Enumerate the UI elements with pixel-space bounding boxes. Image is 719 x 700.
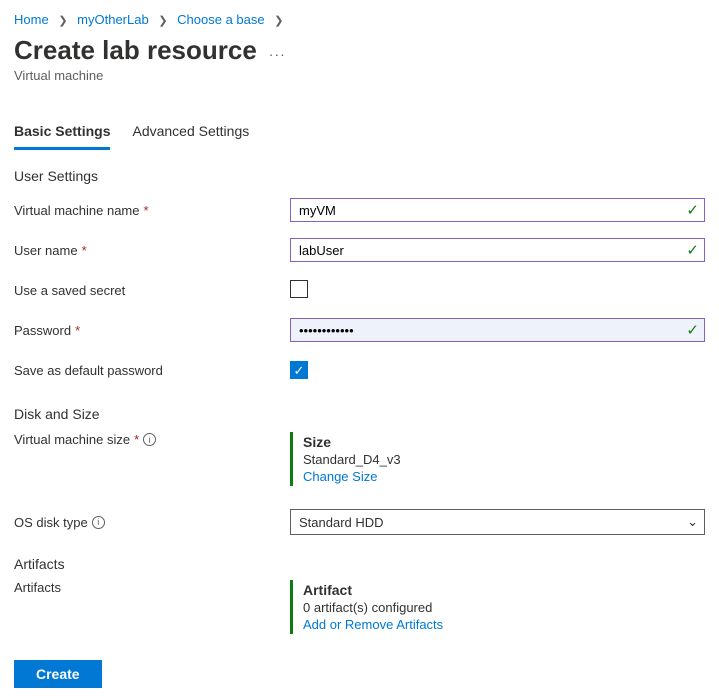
page-title: Create lab resource <box>14 35 257 66</box>
section-user-settings: User Settings <box>14 168 705 184</box>
breadcrumb-choose-base[interactable]: Choose a base <box>177 12 264 27</box>
password-input[interactable] <box>290 318 705 342</box>
vm-size-value: Standard_D4_v3 <box>303 452 705 467</box>
use-saved-secret-checkbox[interactable] <box>290 280 308 298</box>
chevron-icon: ❯ <box>274 15 283 27</box>
vm-size-card: Size Standard_D4_v3 Change Size <box>290 432 705 486</box>
artifacts-title: Artifact <box>303 582 705 598</box>
info-icon[interactable]: i <box>143 433 156 446</box>
tab-basic-settings[interactable]: Basic Settings <box>14 117 110 150</box>
add-remove-artifacts-link[interactable]: Add or Remove Artifacts <box>303 617 705 632</box>
artifacts-card: Artifact 0 artifact(s) configured Add or… <box>290 580 705 634</box>
label-use-saved-secret: Use a saved secret <box>14 283 125 298</box>
vm-size-title: Size <box>303 434 705 450</box>
chevron-icon: ❯ <box>58 15 67 27</box>
label-password: Password <box>14 323 71 338</box>
os-disk-type-value: Standard HDD <box>299 515 384 530</box>
chevron-icon: ❯ <box>158 15 167 27</box>
more-actions-icon[interactable]: ··· <box>269 46 286 62</box>
vm-name-input[interactable] <box>290 198 705 222</box>
breadcrumb-home[interactable]: Home <box>14 12 49 27</box>
label-save-default-password: Save as default password <box>14 363 163 378</box>
label-os-disk-type: OS disk type <box>14 515 88 530</box>
breadcrumb: Home ❯ myOtherLab ❯ Choose a base ❯ <box>14 12 705 27</box>
os-disk-type-select[interactable]: Standard HDD ⌄ <box>290 509 705 535</box>
tabs: Basic Settings Advanced Settings <box>14 117 705 150</box>
change-size-link[interactable]: Change Size <box>303 469 705 484</box>
info-icon[interactable]: i <box>92 516 105 529</box>
section-artifacts: Artifacts <box>14 556 705 572</box>
page-subtitle: Virtual machine <box>14 68 705 83</box>
required-mark: * <box>82 243 87 258</box>
tab-advanced-settings[interactable]: Advanced Settings <box>132 117 249 150</box>
artifacts-count: 0 artifact(s) configured <box>303 600 705 615</box>
required-mark: * <box>75 323 80 338</box>
required-mark: * <box>144 203 149 218</box>
breadcrumb-lab[interactable]: myOtherLab <box>77 12 149 27</box>
save-default-password-checkbox[interactable] <box>290 361 308 379</box>
label-artifacts: Artifacts <box>14 580 61 595</box>
label-vm-name: Virtual machine name <box>14 203 140 218</box>
label-user-name: User name <box>14 243 78 258</box>
create-button[interactable]: Create <box>14 660 102 688</box>
required-mark: * <box>134 432 139 447</box>
user-name-input[interactable] <box>290 238 705 262</box>
section-disk-size: Disk and Size <box>14 406 705 422</box>
chevron-down-icon: ⌄ <box>687 514 698 530</box>
label-vm-size: Virtual machine size <box>14 432 130 447</box>
